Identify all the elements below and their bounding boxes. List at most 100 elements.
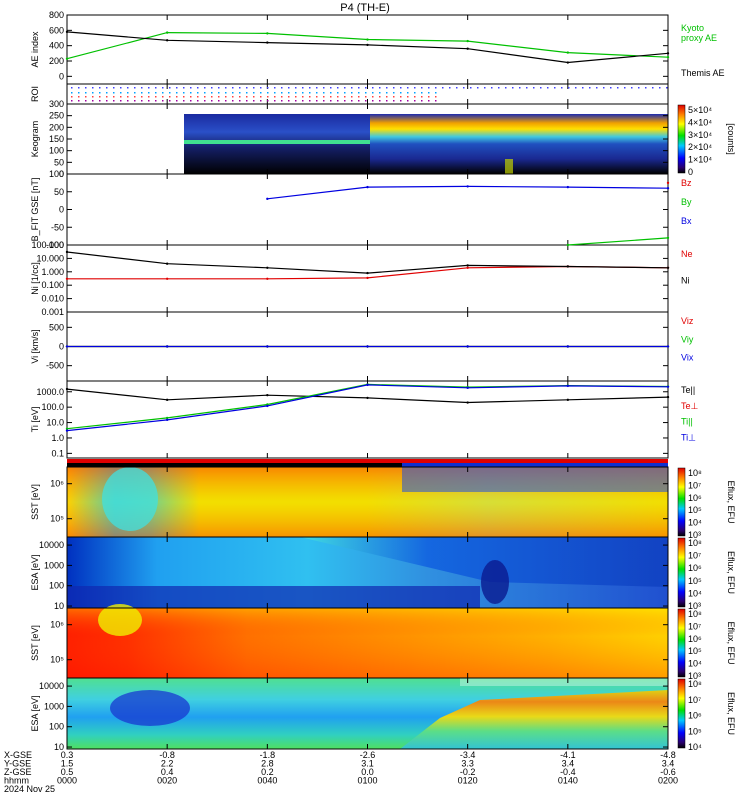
roi-dot <box>407 92 409 94</box>
roi-dot <box>302 92 304 94</box>
ssti-colorbar-label: 10⁶ <box>688 634 702 644</box>
roi-dot <box>330 87 332 89</box>
vi-point <box>165 345 169 348</box>
xaxis-value: 1.5 <box>61 759 74 769</box>
ti-point <box>566 384 570 388</box>
roi-dot <box>246 100 248 102</box>
roi-dot <box>113 92 115 94</box>
vi-legend-0: Viz <box>681 316 694 326</box>
roi-dot <box>386 96 388 98</box>
esa-ion-gap <box>460 678 668 686</box>
roi-dot <box>309 92 311 94</box>
roi-dot <box>344 96 346 98</box>
ae-point <box>466 39 469 43</box>
roi-dot <box>442 87 444 89</box>
ti-point <box>466 401 469 404</box>
roi-dot <box>71 87 73 89</box>
keo-ytick-label: 300 <box>49 99 64 109</box>
ae-ytick-label: 800 <box>49 10 64 20</box>
ti-point <box>366 396 369 400</box>
esae-colorbar-label: 10⁴ <box>688 588 702 598</box>
bfit-ytick-label: -100 <box>46 240 64 250</box>
keo-ytick-label: 200 <box>49 122 64 132</box>
roi-dot <box>253 100 255 102</box>
roi-dot <box>288 87 290 89</box>
roi-dot <box>218 96 220 98</box>
roi-dot <box>428 92 430 94</box>
ssti-ytick-label: 10⁵ <box>50 655 64 665</box>
keo-colorbar-label: 4×10⁴ <box>688 117 712 127</box>
roi-ylabel: ROI <box>30 86 40 102</box>
roi-dot <box>638 87 640 89</box>
bfit-series-by <box>567 237 669 246</box>
chart-title: P4 (TH-E) <box>340 2 390 14</box>
roi-dot <box>127 100 129 102</box>
esae-ytick-label: 100 <box>49 581 64 591</box>
keo-colorbar-label: 2×10⁴ <box>688 142 712 152</box>
ni-ytick-label: 0.001 <box>41 307 64 317</box>
roi-dot <box>435 87 437 89</box>
ssti-colorbar-label: 10⁷ <box>688 621 701 631</box>
vi-legend-2: Vix <box>681 353 694 363</box>
ti-point <box>65 427 69 430</box>
bfit-ytick-label: 0 <box>59 205 64 215</box>
flag-bar-red <box>67 459 668 463</box>
esae-colorbar <box>677 537 686 608</box>
roi-dot <box>71 96 73 98</box>
roi-dot <box>337 100 339 102</box>
keo-ytick-label: 250 <box>49 111 64 121</box>
ni-ytick-label: 0.010 <box>41 294 64 304</box>
roi-dot <box>295 96 297 98</box>
roi-dot <box>162 92 164 94</box>
roi-dot <box>372 92 374 94</box>
esa-electron-upper <box>67 537 668 587</box>
sste-colorbar-label: 10⁶ <box>688 493 702 503</box>
roi-dot <box>337 92 339 94</box>
roi-dot <box>155 87 157 89</box>
roi-dot <box>274 100 276 102</box>
roi-dot <box>274 96 276 98</box>
roi-dot <box>400 92 402 94</box>
xaxis-row-label-4: 2024 Nov 25 <box>4 784 55 794</box>
roi-dot <box>309 96 311 98</box>
roi-dot <box>176 92 178 94</box>
roi-dot <box>351 87 353 89</box>
roi-dot <box>141 96 143 98</box>
xaxis-value: -0.2 <box>460 767 476 777</box>
roi-dot <box>190 100 192 102</box>
ae-ylabel: AE index <box>30 31 40 68</box>
ae-legend-1: proxy AE <box>681 33 717 43</box>
ae-ytick-label: 0 <box>59 71 64 81</box>
esai-colorbar-unit: Eflux, EFU <box>726 692 736 735</box>
sste-colorbar <box>677 467 686 537</box>
esa-ion-hot <box>400 690 668 749</box>
keogram-band <box>184 140 370 144</box>
roi-dot <box>526 87 528 89</box>
roi-dot <box>344 92 346 94</box>
ni-point <box>466 266 469 269</box>
ni-point <box>566 265 570 268</box>
roi-dot <box>281 92 283 94</box>
roi-dot <box>302 87 304 89</box>
roi-dot <box>78 92 80 94</box>
esae-ytick-label: 10 <box>54 601 64 611</box>
roi-dot <box>197 96 199 98</box>
bfit-legend-1: By <box>681 197 692 207</box>
roi-dot <box>92 100 94 102</box>
ae-point <box>566 61 570 64</box>
vi-point <box>466 345 469 348</box>
roi-dot <box>106 92 108 94</box>
ni-point <box>65 277 69 281</box>
roi-dot <box>295 92 297 94</box>
ti-series-te <box>66 388 669 404</box>
roi-dot <box>309 87 311 89</box>
roi-dot <box>232 100 234 102</box>
roi-dot <box>379 96 381 98</box>
vi-point <box>666 345 670 348</box>
ti-ytick-label: 1000.0 <box>36 387 64 397</box>
xaxis-value: 3.3 <box>461 759 474 769</box>
esa-electron-low <box>67 586 480 608</box>
roi-dot <box>463 87 465 89</box>
bfit-axes-frame <box>66 173 669 246</box>
sste-ylabel: SST [eV] <box>30 484 40 520</box>
